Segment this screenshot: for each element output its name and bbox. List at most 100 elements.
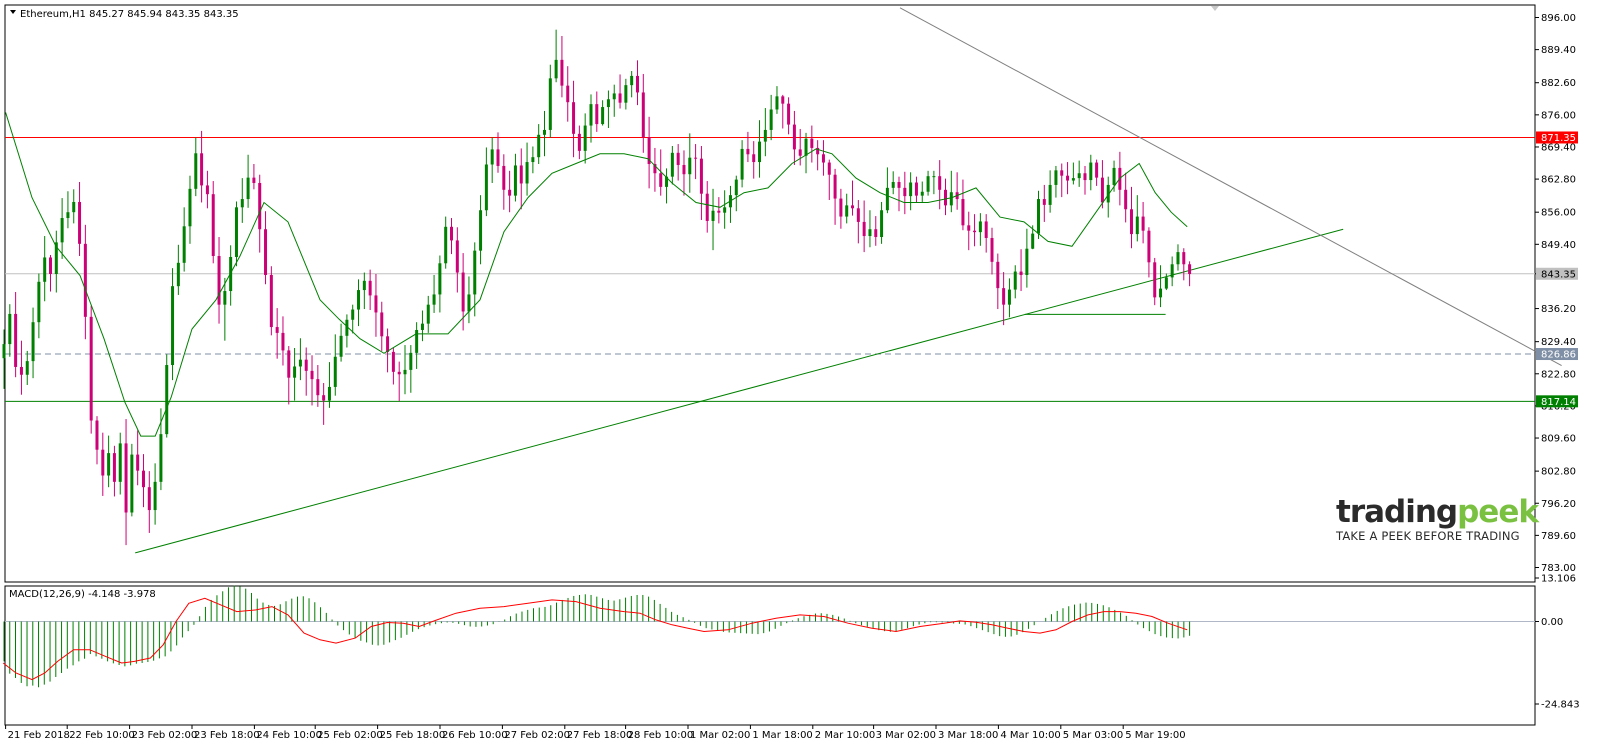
candle-body xyxy=(851,205,855,209)
candle-body xyxy=(519,165,523,184)
x-tick-label: 3 Mar 18:00 xyxy=(938,730,998,741)
candle-body xyxy=(723,207,727,213)
candle-body xyxy=(141,470,145,488)
candle-body xyxy=(961,199,965,226)
candle-body xyxy=(124,443,128,513)
candle-body xyxy=(839,198,843,217)
x-tick-label: 23 Feb 02:00 xyxy=(132,730,198,741)
candle-body xyxy=(1182,252,1186,265)
candle-body xyxy=(641,92,645,138)
candle-body xyxy=(415,329,419,353)
y-tick-label: 849.40 xyxy=(1541,240,1576,251)
x-tick-label: 23 Feb 18:00 xyxy=(194,730,260,741)
x-tick-label: 1 Mar 18:00 xyxy=(752,730,812,741)
level-tag xyxy=(1536,395,1578,408)
candle-body xyxy=(1141,216,1145,231)
candle-body xyxy=(112,453,116,482)
candle-body xyxy=(380,312,384,337)
candle-body xyxy=(973,230,977,233)
x-tick-label: 1 Mar 02:00 xyxy=(690,730,750,741)
logo-word-main: trading xyxy=(1336,494,1458,530)
candle-body xyxy=(147,487,151,511)
candle-body xyxy=(885,187,889,211)
candle-body xyxy=(676,152,680,165)
collapse-arrow-icon[interactable] xyxy=(10,10,16,14)
candle-body xyxy=(432,294,436,305)
candle-body xyxy=(444,226,448,264)
logo-tagline: TAKE A PEEK BEFORE TRADING xyxy=(1336,529,1520,543)
candle-body xyxy=(653,164,657,174)
candle-body xyxy=(1089,162,1093,181)
candle-body xyxy=(758,141,762,163)
candle-body xyxy=(897,182,901,188)
candle-body xyxy=(136,454,140,471)
candle-body xyxy=(688,157,692,175)
candle-body xyxy=(1054,170,1058,185)
candle-body xyxy=(1031,233,1035,249)
level-tag xyxy=(1536,348,1578,361)
candle-body xyxy=(513,165,517,196)
candle-body xyxy=(426,304,430,324)
y-tick-label: 843.35 xyxy=(1541,269,1576,280)
macd-y-tick-label: 0.00 xyxy=(1541,617,1563,628)
candle-body xyxy=(281,332,285,351)
candle-body xyxy=(409,352,413,370)
logo-word-tail: peek xyxy=(1457,494,1539,530)
candle-body xyxy=(252,177,256,183)
candle-body xyxy=(891,182,895,188)
candle-body xyxy=(391,351,395,372)
candle-body xyxy=(542,129,546,135)
candle-body xyxy=(740,148,744,180)
candle-body xyxy=(275,327,279,333)
candle-body xyxy=(914,182,918,196)
candle-body xyxy=(583,125,587,151)
x-tick-label: 22 Feb 10:00 xyxy=(69,730,135,741)
macd-signal-line xyxy=(2,597,1188,681)
level-tag-label: 871.35 xyxy=(1541,133,1576,144)
candle-body xyxy=(595,104,599,125)
candle-body xyxy=(8,313,12,345)
candle-body xyxy=(1124,189,1128,210)
candle-body xyxy=(1013,271,1017,290)
candle-body xyxy=(618,93,622,103)
candle-body xyxy=(903,187,907,197)
candles xyxy=(2,29,1192,546)
candle-body xyxy=(95,420,99,450)
candle-body xyxy=(763,129,767,142)
candle-body xyxy=(1095,162,1099,178)
candle-body xyxy=(78,201,82,244)
candle-body xyxy=(66,212,70,219)
y-tick-label: 783.00 xyxy=(1541,563,1576,574)
y-tick-label: 789.60 xyxy=(1541,531,1576,542)
candle-body xyxy=(967,225,971,231)
candle-body xyxy=(455,240,459,273)
candle-body xyxy=(176,262,180,287)
candle-body xyxy=(298,359,302,367)
candle-body xyxy=(304,359,308,371)
x-tick-label: 5 Mar 03:00 xyxy=(1063,730,1123,741)
candle-body xyxy=(107,453,111,476)
candle-body xyxy=(775,96,779,110)
candle-body xyxy=(37,281,41,323)
candle-body xyxy=(403,369,407,375)
scroll-marker-icon xyxy=(1211,6,1219,11)
candle-body xyxy=(333,356,337,387)
y-tick-label: 822.80 xyxy=(1541,369,1576,380)
candle-body xyxy=(171,286,175,366)
candle-body xyxy=(217,255,221,305)
candle-body xyxy=(246,177,250,200)
candle-body xyxy=(165,365,169,435)
candle-body xyxy=(397,371,401,375)
candle-body xyxy=(752,154,756,163)
candle-body xyxy=(234,207,238,257)
candle-body xyxy=(362,280,366,291)
candle-body xyxy=(827,162,831,175)
candle-body xyxy=(1036,199,1040,234)
candle-body xyxy=(496,149,500,166)
level-tag xyxy=(1536,131,1578,144)
candle-body xyxy=(705,193,709,221)
candle-body xyxy=(188,188,192,227)
candle-body xyxy=(368,280,372,296)
candle-body xyxy=(293,366,297,378)
